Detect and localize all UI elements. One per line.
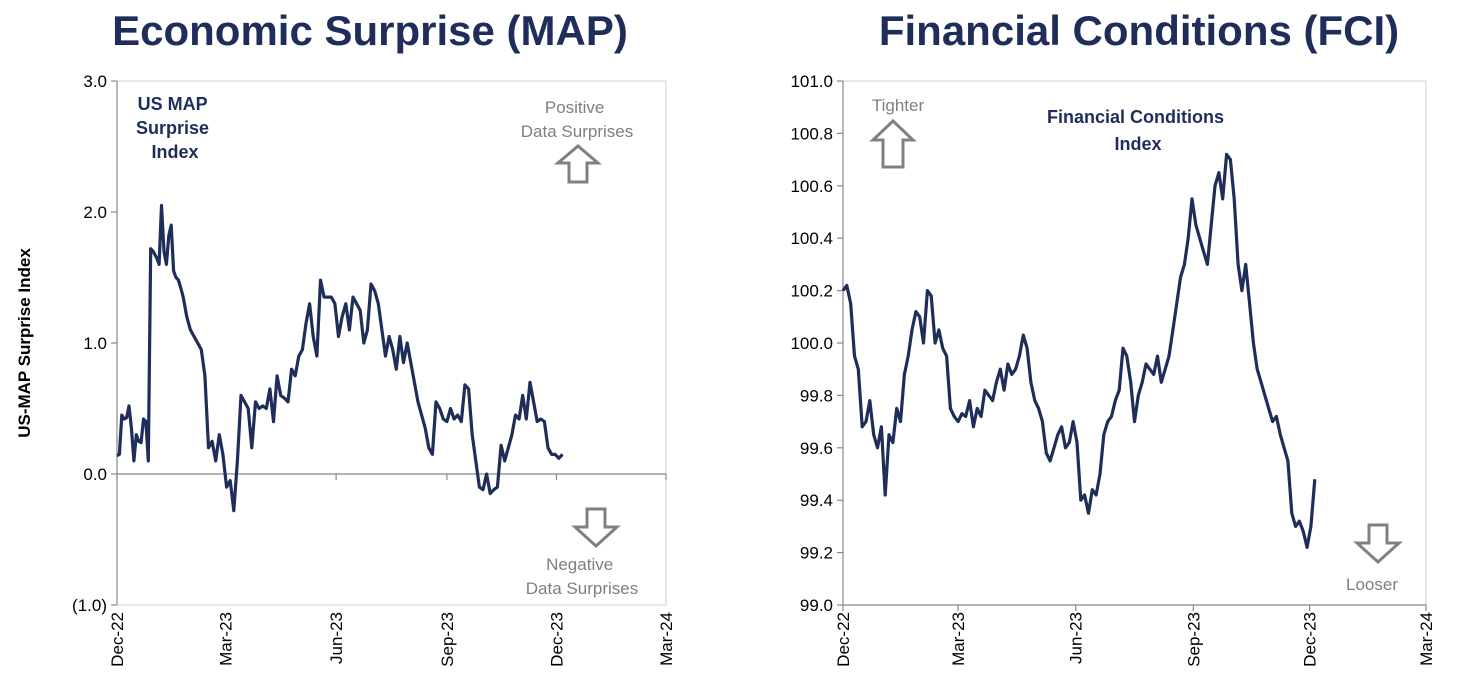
y-tick-label: 0.0	[83, 465, 107, 484]
x-tick-label: Mar-23	[949, 612, 968, 666]
axes	[842, 81, 1426, 606]
negative-surprises-note: Negative Data Surprises	[526, 555, 638, 598]
chart-financial-conditions: Financial Conditions (FCI) 99.099.299.49…	[790, 7, 1436, 667]
x-tick-label: Dec-22	[108, 612, 127, 667]
y-axis-label: US-MAP Surprise Index	[15, 248, 34, 438]
x-tick-labels: Dec-22 Mar-23 Jun-23 Sep-23 Dec-23 Mar-24	[834, 605, 1436, 667]
x-tick-label: Jun-23	[327, 612, 346, 664]
chart-title: Economic Surprise (MAP)	[112, 7, 628, 54]
y-tick-label: 2.0	[83, 203, 107, 222]
arrow-down-icon	[1353, 523, 1403, 565]
x-tick-label: Mar-24	[657, 612, 676, 666]
y-tick-label: 99.4	[800, 491, 833, 510]
y-tick-label: 101.0	[790, 72, 833, 91]
y-tick-label: (1.0)	[72, 596, 107, 615]
y-tick-label: 100.2	[790, 282, 833, 301]
y-tick-labels: (1.0) 0.0 1.0 2.0 3.0	[72, 72, 117, 615]
y-tick-label: 99.0	[800, 596, 833, 615]
x-tick-label: Dec-22	[834, 612, 853, 667]
y-tick-label: 3.0	[83, 72, 107, 91]
x-tick-label: Sep-23	[438, 612, 457, 667]
chart-title: Financial Conditions (FCI)	[879, 7, 1399, 54]
axes	[116, 81, 666, 605]
y-tick-label: 100.6	[790, 177, 833, 196]
series-line-fci	[841, 152, 1317, 549]
y-tick-label: 100.4	[790, 229, 833, 248]
y-tick-label: 100.0	[790, 334, 833, 353]
x-tick-label: Dec-23	[1301, 612, 1320, 667]
inner-title: Financial Conditions Index	[1047, 107, 1229, 154]
x-tick-label: Sep-23	[1184, 612, 1203, 667]
x-tick-label: Dec-23	[547, 612, 566, 667]
arrow-up-icon	[553, 144, 603, 184]
y-tick-label: 99.2	[800, 544, 833, 563]
y-tick-labels: 99.0 99.2 99.4 99.6 99.8 100.0 100.2 100.4 100.6…	[790, 72, 843, 615]
inner-title: US MAP Surprise Index	[136, 94, 214, 162]
chart-economic-surprise: Economic Surprise (MAP) US-MAP Surprise …	[15, 7, 676, 667]
series-line-surprise-index	[116, 203, 564, 513]
y-tick-label: 1.0	[83, 334, 107, 353]
x-tick-label: Mar-23	[216, 612, 235, 666]
looser-note: Looser	[1346, 575, 1398, 594]
y-tick-label: 99.8	[800, 386, 833, 405]
y-tick-label: 100.8	[790, 124, 833, 143]
x-tick-labels: Dec-22 Mar-23 Jun-23 Sep-23 Dec-23 Mar-24	[108, 474, 676, 667]
x-tick-label: Mar-24	[1417, 612, 1436, 666]
x-tick-label: Jun-23	[1067, 612, 1086, 664]
y-tick-label: 99.6	[800, 439, 833, 458]
arrow-up-icon	[869, 118, 917, 169]
tighter-note: Tighter	[872, 96, 925, 115]
positive-surprises-note: Positive Data Surprises	[521, 98, 633, 141]
arrow-down-icon	[571, 507, 621, 549]
plot-frame	[842, 80, 1427, 606]
